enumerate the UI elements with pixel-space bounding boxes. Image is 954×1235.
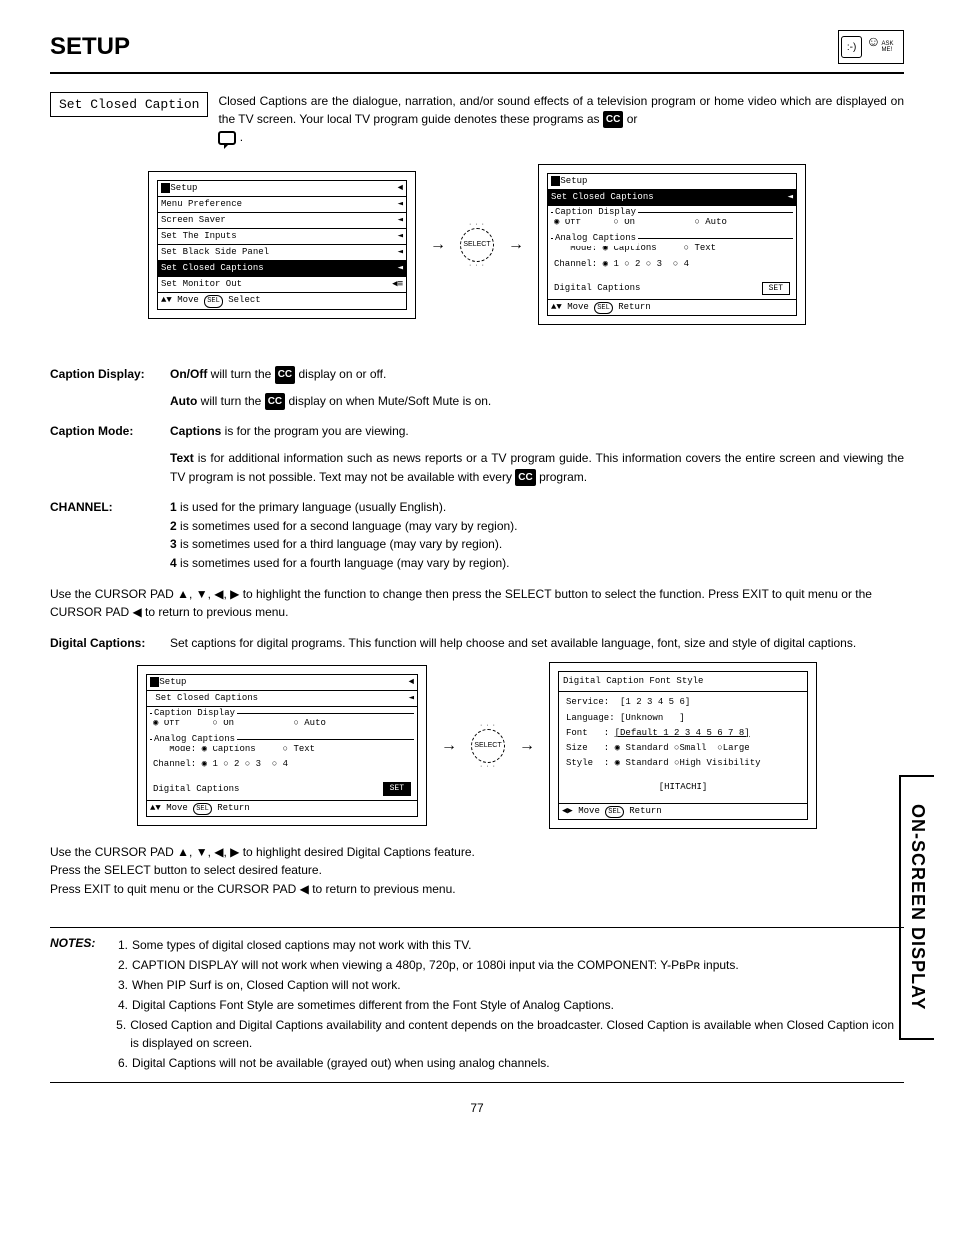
digital-captions-label: Digital Captions:	[50, 634, 170, 653]
select-knob-icon: SELECT	[471, 729, 505, 763]
bottom-instructions: Use the CURSOR PAD ▲, ▼, ◀, ▶ to highlig…	[50, 843, 904, 899]
notes-rule-top	[50, 927, 904, 928]
cc-icon: CC	[275, 366, 295, 384]
arrow-icon: →	[519, 737, 535, 755]
channel-label: CHANNEL:	[50, 498, 170, 572]
set-button: SET	[762, 282, 790, 296]
notes-list: 1.Some types of digital closed captions …	[114, 936, 904, 1074]
side-tab: ON-SCREEN DISPLAY	[899, 775, 934, 1040]
speech-bubble-icon	[218, 131, 236, 145]
closed-captions-screen: Setup Set Closed Captions◄ Caption Displ…	[538, 164, 806, 325]
channel-list: 1 is used for the primary language (usua…	[170, 498, 904, 572]
cc-icon: CC	[603, 111, 623, 128]
section-label: Set Closed Caption	[50, 92, 208, 117]
caption-mode-captions: Captions is for the program you are view…	[170, 422, 904, 441]
arrow-icon: →	[441, 737, 457, 755]
digital-captions-desc: Set captions for digital programs. This …	[170, 634, 904, 653]
intro-paragraph: Closed Captions are the dialogue, narrat…	[218, 92, 904, 146]
caption-mode-text: Text is for additional information such …	[170, 449, 904, 486]
closed-captions-screen-2: Setup◄ Set Closed Captions◄ Caption Disp…	[137, 665, 427, 826]
notes-label: NOTES:	[50, 936, 106, 1074]
caption-display-auto: Auto will turn the CC display on when Mu…	[170, 392, 904, 411]
menu-item-selected: Set Closed Captions◄	[158, 261, 406, 277]
caption-display-onoff: On/Off will turn the CC display on or of…	[170, 365, 904, 384]
caption-mode-label: Caption Mode:	[50, 422, 170, 441]
header-rule	[50, 72, 904, 74]
page-title: SETUP	[50, 33, 130, 61]
arrow-icon: →	[430, 236, 446, 254]
cursor-instructions: Use the CURSOR PAD ▲, ▼, ◀, ▶ to highlig…	[50, 585, 904, 622]
arrow-icon: →	[508, 236, 524, 254]
notes-rule-bottom	[50, 1082, 904, 1083]
select-knob-icon: SELECT	[460, 228, 494, 262]
set-button: SET	[383, 782, 411, 796]
cc-icon: CC	[265, 393, 285, 411]
page-number: 77	[50, 1101, 904, 1115]
ask-me-icon: :-) ASK ME!	[838, 30, 904, 64]
setup-menu-screen: Setup◄ Menu Preference◄ Screen Saver◄ Se…	[148, 171, 416, 318]
caption-display-label: Caption Display:	[50, 365, 170, 384]
font-style-screen: Digital Caption Font Style Service: [1 2…	[549, 662, 817, 828]
cc-icon: CC	[515, 469, 535, 487]
